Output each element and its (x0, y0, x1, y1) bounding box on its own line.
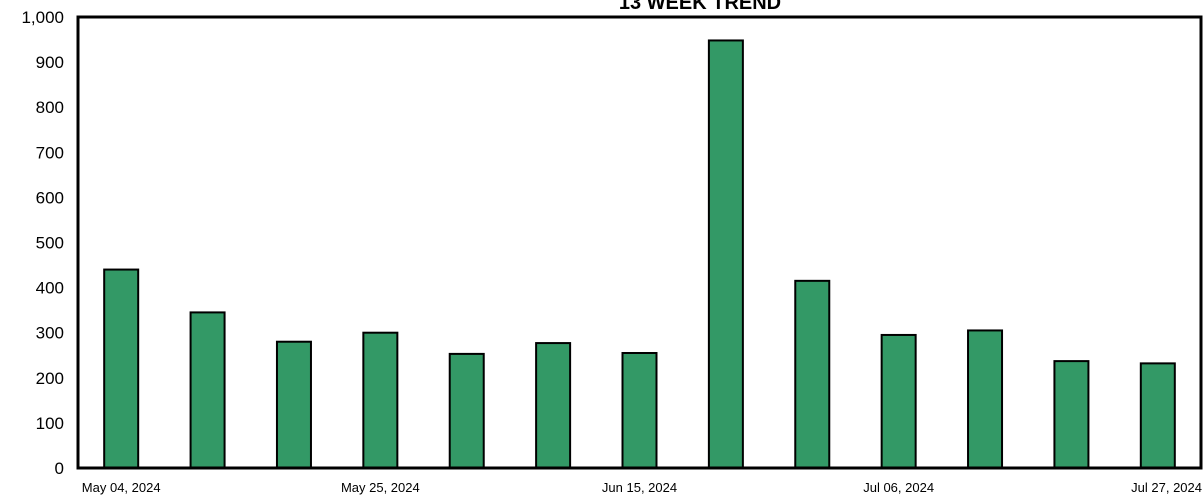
bar-10 (880, 333, 917, 469)
bar-5 (448, 352, 485, 469)
bar-12 (1053, 360, 1090, 470)
bar-2 (189, 311, 226, 469)
y-tick-label: 900 (36, 53, 64, 72)
x-tick-label: Jun 15, 2024 (602, 480, 677, 495)
y-tick-label: 200 (36, 369, 64, 388)
y-tick-label: 0 (55, 459, 64, 478)
y-tick-label: 700 (36, 143, 64, 162)
y-tick-label: 100 (36, 414, 64, 433)
bar-13 (1139, 362, 1176, 470)
bar-3 (275, 340, 312, 469)
bar-9 (794, 279, 831, 469)
y-tick-label: 300 (36, 324, 64, 343)
bar-1 (103, 268, 140, 469)
y-axis-labels: 0 100 200 300 400 500 600 700 800 900 1,000 (21, 8, 64, 478)
y-tick-label: 400 (36, 279, 64, 298)
plot-area-frame (76, 15, 1203, 470)
x-axis-labels: May 04, 2024 May 25, 2024 Jun 15, 2024 Jul … (82, 480, 1202, 495)
y-tick-label: 800 (36, 98, 64, 117)
x-tick-label: May 25, 2024 (341, 480, 420, 495)
y-tick-label: 1,000 (21, 8, 64, 27)
bar-8 (707, 39, 744, 470)
y-tick-label: 500 (36, 234, 64, 253)
bar-4 (362, 331, 399, 470)
chart-title: 13 WEEK TREND (619, 0, 781, 14)
bar-series (103, 39, 1176, 470)
x-tick-label: May 04, 2024 (82, 480, 161, 495)
bar-7 (621, 351, 658, 469)
y-tick-label: 600 (36, 188, 64, 207)
bar-11 (967, 329, 1004, 469)
x-tick-label: Jul 27, 2024 (1131, 480, 1202, 495)
x-tick-label: Jul 06, 2024 (863, 480, 934, 495)
bar-6 (535, 342, 572, 469)
